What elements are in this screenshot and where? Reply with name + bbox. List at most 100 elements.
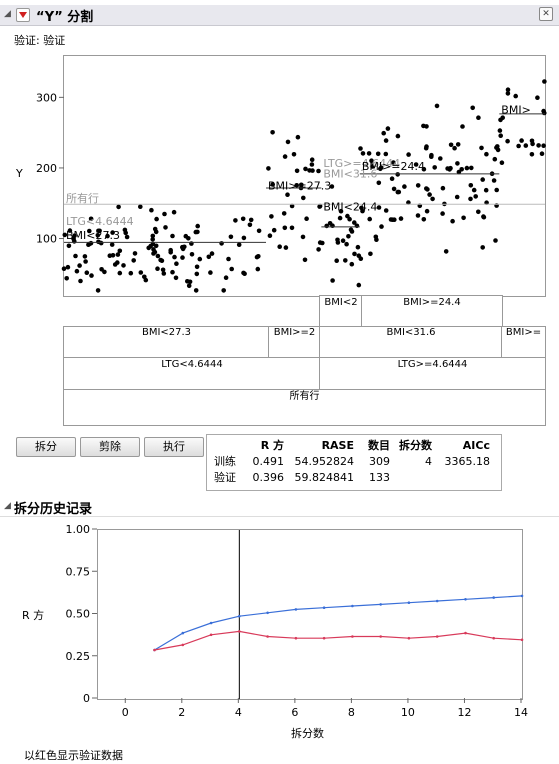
tree-node-bmi-ge-27[interactable]: BMI>=2	[268, 326, 321, 359]
data-point	[376, 180, 382, 186]
data-point	[154, 216, 159, 222]
tree-node-ltg-lt[interactable]: LTG<4.6444	[63, 357, 321, 391]
data-point	[415, 213, 421, 218]
data-point	[295, 134, 301, 140]
training-point	[322, 606, 326, 609]
validation-subtitle: 验证: 验证	[14, 34, 66, 47]
data-point	[170, 233, 175, 239]
training-point	[266, 611, 269, 615]
data-point	[270, 182, 275, 187]
data-point	[65, 264, 71, 270]
tree-node-bmi-lt-24[interactable]: BMI<2	[319, 295, 363, 328]
validation-rsquare-line	[154, 630, 523, 651]
collapse-triangle-icon[interactable]: ◢	[4, 501, 11, 511]
data-point	[155, 253, 161, 259]
validation-point	[464, 631, 467, 635]
go-button[interactable]: 执行	[144, 437, 204, 457]
data-point	[383, 138, 389, 143]
data-point	[148, 243, 153, 249]
data-point	[77, 263, 82, 268]
data-point	[277, 244, 282, 249]
data-point	[470, 105, 476, 111]
data-point	[378, 165, 384, 170]
data-point	[219, 241, 224, 246]
training-point	[520, 594, 524, 598]
training-point	[379, 603, 383, 606]
data-point	[301, 195, 306, 201]
tree-node-bmi-ge-24[interactable]: BMI>=24.4	[361, 295, 503, 328]
data-point	[497, 128, 503, 133]
partition-label: LTG>=4.6444	[323, 157, 400, 170]
tree-node-all-rows[interactable]: 所有行	[63, 389, 546, 426]
collapse-triangle-icon[interactable]: ◢	[4, 9, 11, 19]
training-point	[351, 604, 354, 608]
close-icon[interactable]: ✕	[539, 7, 553, 21]
data-point	[117, 270, 123, 276]
data-point	[66, 243, 72, 249]
validation-point	[322, 636, 326, 640]
y-tick-label: 0.50	[66, 608, 91, 621]
stats-table: R 方 RASE 数目 拆分数 AICc 训练 0.491 54.952824 …	[206, 434, 502, 491]
data-point	[150, 233, 156, 239]
data-point	[539, 151, 545, 156]
red-triangle-menu-icon[interactable]	[16, 8, 30, 22]
data-point	[530, 141, 535, 147]
x-tick-label: 4	[235, 706, 242, 719]
data-point	[285, 192, 290, 197]
data-point	[121, 263, 126, 268]
data-point	[294, 183, 299, 188]
data-point	[388, 217, 394, 222]
data-point	[499, 160, 505, 165]
data-point	[152, 226, 158, 232]
data-point	[368, 251, 373, 257]
data-point	[452, 145, 457, 151]
tree-node-bmi-lt-27[interactable]: BMI<27.3	[63, 326, 270, 359]
partition-label: BMI>	[501, 103, 531, 116]
prune-button[interactable]: 剪除	[80, 437, 140, 457]
data-point	[493, 238, 498, 243]
x-tick-label: 2	[178, 706, 185, 719]
data-point	[483, 187, 489, 193]
y-tick-label: 1.00	[66, 523, 91, 536]
data-point	[162, 211, 167, 217]
split-button[interactable]: 拆分	[16, 437, 76, 457]
y-tick-label: 0	[83, 692, 90, 705]
data-point	[285, 139, 291, 145]
data-point	[267, 233, 273, 238]
data-point	[72, 233, 77, 238]
data-point	[95, 233, 101, 238]
tree-node-bmi-ge-31[interactable]: BMI>=	[501, 326, 546, 359]
tree-node-bmi-lt-31[interactable]: BMI<31.6	[319, 326, 503, 359]
data-point	[366, 151, 372, 156]
y-tick-label: 0.75	[66, 565, 91, 578]
data-point	[228, 234, 234, 240]
data-point	[348, 227, 354, 232]
data-point	[241, 270, 246, 276]
data-point	[186, 236, 191, 241]
x-tick-label: 14	[514, 706, 528, 719]
data-point	[535, 95, 540, 100]
data-point	[170, 269, 175, 275]
data-point	[186, 283, 192, 289]
data-point	[233, 218, 238, 223]
data-point	[519, 138, 524, 143]
tree-node-ltg-ge[interactable]: LTG>=4.6444	[319, 357, 546, 391]
data-point	[358, 146, 363, 151]
partition-header: ◢ “Y” 分割 ✕	[0, 5, 559, 26]
data-point	[369, 158, 374, 163]
data-point	[206, 254, 212, 260]
data-point	[247, 222, 253, 228]
data-point	[375, 151, 381, 157]
data-point	[240, 216, 246, 222]
data-point	[498, 133, 504, 138]
data-point	[349, 261, 355, 267]
data-point	[316, 247, 321, 252]
partition-tree: BMI<2 BMI>=24.4 BMI<27.3 BMI>=2 BMI<31.6…	[63, 295, 546, 426]
validation-point	[407, 636, 411, 640]
split-history-chart[interactable]	[97, 529, 524, 700]
data-point	[330, 278, 335, 283]
data-point	[476, 115, 481, 120]
partition-plot[interactable]: 所有行 LTG<4.6444 BMI<27.3 BMI>=27.3 BMI<24.4 LT…	[61, 55, 547, 297]
data-point	[347, 216, 352, 222]
training-point	[238, 614, 241, 618]
